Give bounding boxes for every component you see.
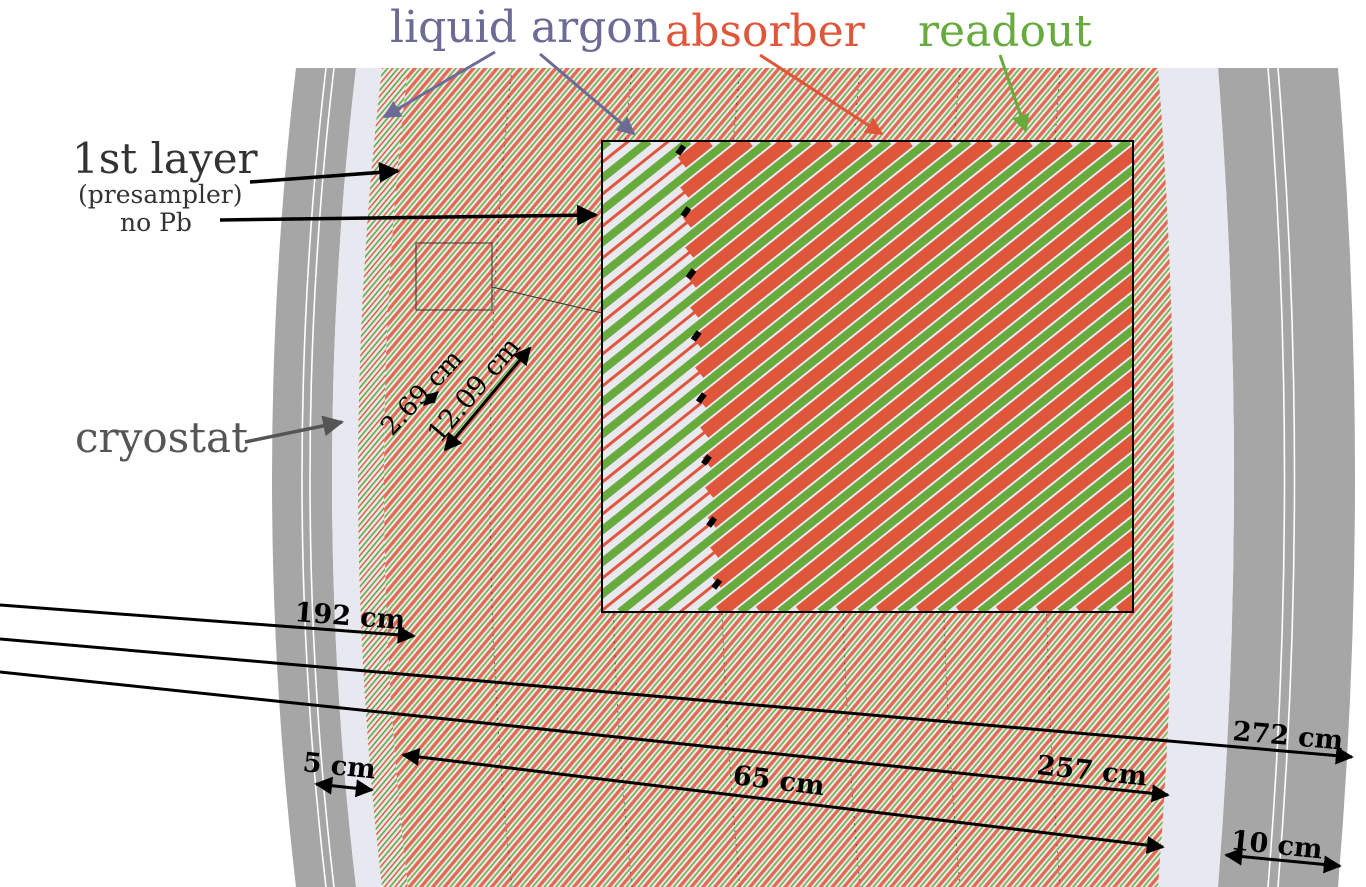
accordion-absorber-stripe — [685, 141, 833, 258]
readout-stripe — [602, 141, 1052, 504]
layer-boundary-dash — [695, 392, 707, 404]
inner-cryostat — [272, 68, 356, 887]
accordion-absorber-stripe — [687, 141, 873, 288]
readout-stripe — [857, 388, 1133, 612]
readout-stripe — [602, 141, 812, 312]
readout-stripe — [937, 452, 1133, 612]
inner-argon-gap — [332, 68, 382, 887]
cryostat-arrow — [244, 415, 345, 444]
first-layer-arrow — [249, 161, 401, 184]
presampler-absorber-stripe — [602, 141, 710, 229]
dim-5: 5 cm — [301, 747, 377, 785]
cryostat-label: cryostat — [75, 413, 248, 462]
accordion-absorber-stripe — [705, 145, 1133, 498]
liquid-argon-arrow-1 — [382, 50, 496, 119]
readout-stripe — [602, 141, 892, 376]
depth-65-line — [401, 748, 1165, 854]
no-pb-arrow — [219, 204, 599, 226]
absorber-arrow — [759, 53, 884, 136]
readout-stripe — [602, 141, 772, 280]
readout-stripe — [817, 356, 1133, 612]
accordion-absorber-stripe — [702, 141, 1113, 468]
accordion-absorber-stripe — [1360, 141, 1366, 612]
outer-argon-gap — [1158, 68, 1234, 887]
readout-stripe — [602, 141, 1012, 472]
presampler-dim-arrow — [423, 391, 439, 406]
accordion-absorber-stripe — [695, 141, 993, 378]
accordion-absorber-stripe — [692, 141, 953, 348]
accordion-absorber-stripe — [700, 141, 1073, 438]
layer-boundary-dash — [701, 454, 712, 466]
readout-stripe — [602, 141, 972, 440]
accordion-depth-arrow — [443, 346, 532, 452]
readout-stripe — [602, 141, 1132, 568]
readout-stripe — [602, 141, 932, 408]
accordion-absorber-stripe — [680, 141, 753, 198]
accordion-absorber-stripe — [795, 337, 1133, 612]
readout-stripe — [777, 324, 1133, 612]
readout-stripe — [657, 228, 1133, 612]
accordion-absorber-stripe — [715, 273, 1133, 612]
readout-stripe — [697, 260, 1133, 612]
accordion-absorber-stripe — [755, 305, 1133, 612]
accordion-absorber-stripe — [682, 141, 793, 228]
absorber-label: absorber — [665, 6, 866, 57]
outer-cryostat-line-2 — [1277, 67, 1296, 887]
readout-stripe — [737, 292, 1133, 612]
accordion-absorber-stripe — [875, 401, 1133, 612]
readout-stripe — [602, 141, 732, 248]
accordion-absorber-stripe — [835, 369, 1133, 612]
accordion-absorber-stripe — [690, 141, 913, 318]
accordion-absorber-stripe — [915, 433, 1133, 612]
readout-stripe — [602, 141, 1092, 536]
zoom-connector — [491, 286, 603, 314]
outer-cryostat-line-1 — [1267, 67, 1286, 887]
readout-arrow — [998, 54, 1030, 133]
liquid-argon-label: liquid argon — [390, 2, 661, 53]
layer-boundary-dash — [685, 268, 697, 280]
first-layer-label: 1st layer — [72, 134, 259, 183]
layer-boundary-dash — [711, 578, 723, 590]
readout-stripe — [602, 141, 852, 344]
cryostat-10-line — [1224, 847, 1342, 874]
layer-boundary-dash — [680, 206, 692, 218]
accordion-absorber-stripe — [995, 497, 1133, 612]
accordion-absorber-stripe — [677, 141, 713, 168]
liquid-argon-arrow-2 — [539, 52, 636, 136]
readout-stripe — [897, 420, 1133, 612]
zoom-region-box — [415, 242, 493, 311]
readout-stripe — [977, 484, 1133, 612]
radius-272-line — [0, 637, 1354, 765]
inner-cryostat-line-1 — [301, 67, 327, 887]
accordion-absorber-stripe — [707, 177, 1133, 528]
presampler-layer — [358, 68, 408, 887]
readout-stripe — [617, 196, 1133, 612]
presampler-label: (presampler) — [78, 180, 242, 209]
magnified-inset — [601, 140, 1366, 613]
layer-boundary-dash — [690, 330, 702, 342]
presampler-absorber-stripe — [1360, 141, 1366, 612]
accordion-absorber-stripe — [697, 141, 1033, 408]
no-pb-label: no Pb — [120, 208, 192, 237]
readout-label: readout — [918, 6, 1092, 57]
outer-cryostat — [1218, 68, 1355, 887]
presampler-absorber-stripe — [602, 141, 750, 261]
readout-stripe — [602, 164, 1133, 600]
accordion-absorber-stripe — [712, 241, 1133, 588]
radius-192-line — [0, 603, 416, 644]
readout-stripe — [1017, 516, 1133, 612]
layer-boundary-dash — [706, 516, 718, 528]
cryostat-5-line — [314, 776, 374, 798]
accordion-absorber-stripe — [710, 209, 1133, 558]
inner-cryostat-line-2 — [309, 67, 335, 887]
layer-boundary-dash — [675, 144, 687, 156]
accordion-absorber-stripe — [955, 465, 1133, 612]
